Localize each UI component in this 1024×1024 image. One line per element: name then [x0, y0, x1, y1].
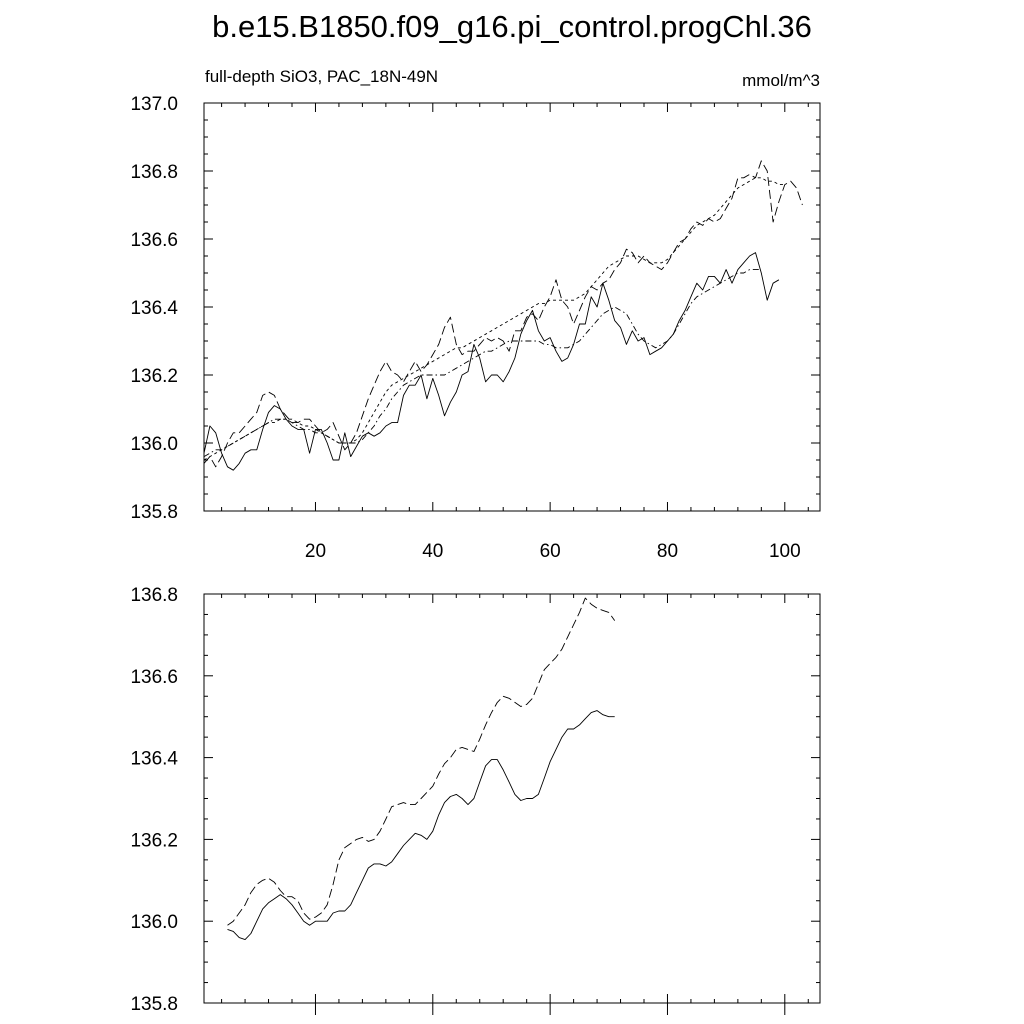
bottom-series-group [227, 597, 616, 941]
top-series-group [203, 160, 803, 471]
top-y-tick-label: 136.6 [130, 230, 178, 251]
top-x-axis: 20 40 60 80 100 [221, 103, 809, 562]
top-plot-frame [203, 102, 821, 512]
bottom-y-tick-label: 136.2 [130, 830, 178, 851]
bottom-plot-frame [203, 593, 821, 1004]
bottom-panel: 135.8 136.0 136.2 136.4 136.6 136.8 [130, 585, 821, 1015]
top-y-tick-label: 136.0 [130, 434, 178, 455]
bottom-series-line-dashed [227, 597, 616, 926]
bottom-y-tick-label: 136.0 [130, 912, 178, 933]
top-x-tick-label: 40 [422, 541, 443, 562]
top-x-tick-label: 80 [657, 541, 678, 562]
top-x-tick-label: 20 [305, 541, 326, 562]
bottom-series-line-solid [227, 710, 615, 941]
top-series-line-dashdot [203, 269, 762, 457]
top-series-line-solid [203, 252, 780, 471]
top-series-line-dashed [203, 160, 803, 468]
top-y-tick-label: 136.2 [130, 366, 178, 387]
top-y-tick-label: 135.8 [130, 502, 178, 523]
bottom-x-axis [221, 594, 809, 1015]
bottom-y-axis: 135.8 136.0 136.2 136.4 136.6 136.8 [130, 585, 820, 1015]
bottom-y-tick-label: 135.8 [130, 994, 178, 1015]
top-y-tick-label: 136.8 [130, 162, 178, 183]
chart-title: b.e15.B1850.f09_g16.pi_control.progChl.3… [212, 9, 812, 44]
top-panel-subtitle-left: full-depth SiO3, PAC_18N-49N [205, 67, 438, 86]
top-x-tick-label: 100 [769, 541, 801, 562]
bottom-y-tick-label: 136.6 [130, 667, 178, 688]
top-panel: 135.8 136.0 136.2 136.4 136.6 136.8 137.0 20 40… [130, 94, 821, 562]
bottom-y-tick-label: 136.8 [130, 585, 178, 606]
bottom-y-tick-label: 136.4 [130, 749, 178, 770]
top-y-axis: 135.8 136.0 136.2 136.4 136.6 136.8 137.0 [130, 94, 820, 523]
top-x-tick-label: 60 [540, 541, 561, 562]
top-y-tick-label: 136.4 [130, 298, 178, 319]
top-series-line-dashed-fine [203, 177, 785, 461]
top-y-tick-label: 137.0 [130, 94, 178, 115]
top-panel-units: mmol/m^3 [742, 71, 820, 90]
